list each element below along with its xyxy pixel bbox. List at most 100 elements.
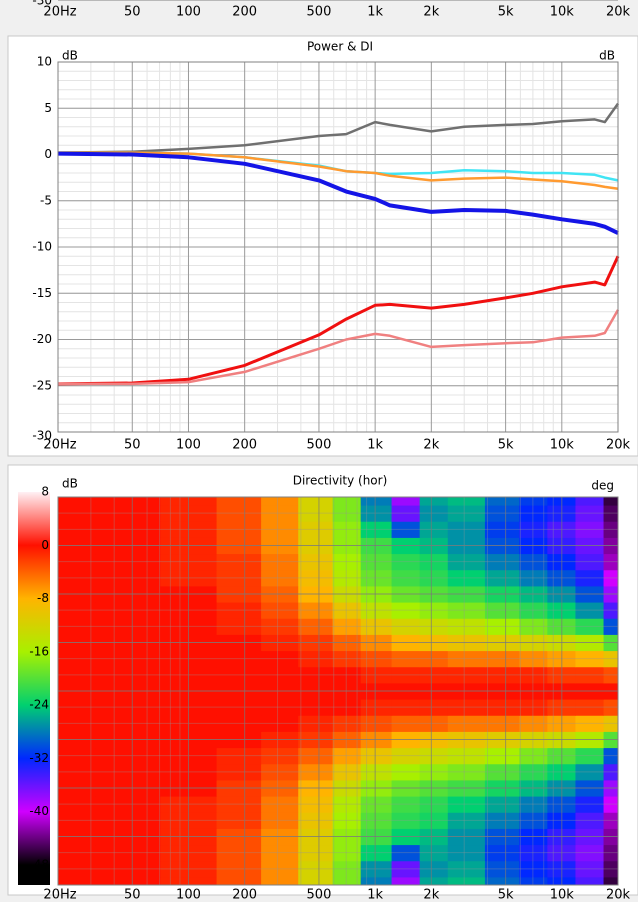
series-line (57, 151, 619, 235)
heat-cell (391, 505, 421, 522)
heat-cell (603, 763, 619, 781)
series-line (57, 255, 620, 386)
heat-cell (360, 699, 393, 716)
heat-cell (447, 876, 486, 886)
y-axis-label: dB (62, 49, 78, 63)
heat-cell (360, 650, 393, 668)
x-tick-label: 1k (367, 888, 383, 902)
heat-cell (216, 796, 262, 813)
heat-cell (391, 747, 421, 765)
heat-cell (603, 747, 619, 765)
heat-cell (58, 763, 96, 781)
heat-cell (575, 747, 605, 765)
heat-cell (603, 569, 619, 587)
heat-cell (298, 796, 334, 813)
heat-cell (603, 650, 619, 668)
heat-cell (360, 812, 393, 829)
heat-cell (419, 505, 449, 522)
heat-cell (519, 650, 548, 668)
heat-cell (261, 666, 299, 684)
heat-cell (603, 553, 619, 571)
heat-cell (484, 812, 520, 829)
heat-cell (58, 497, 96, 506)
heat-cell (603, 844, 619, 862)
heat-cell (519, 602, 548, 619)
heat-cell (58, 699, 96, 716)
heat-cell (603, 618, 619, 635)
heat-cell (391, 860, 421, 878)
heat-cell (360, 521, 393, 538)
heat-cell (447, 618, 486, 635)
x-tick-label: 100 (176, 5, 201, 20)
heat-cell (575, 844, 605, 862)
x-tick-label: 100 (176, 438, 201, 453)
heat-cell (58, 747, 96, 765)
heat-cell (519, 844, 548, 862)
heat-cell (519, 553, 548, 571)
x-tick-label: 200 (232, 5, 257, 20)
heat-cell (216, 876, 262, 886)
heat-cell (360, 844, 393, 862)
heat-cell (391, 715, 421, 732)
heat-cell (484, 715, 520, 732)
heat-cell (298, 618, 334, 635)
series-line (57, 102, 620, 154)
x-tick-label: 500 (307, 888, 332, 902)
heat-cell (298, 844, 334, 862)
heat-cell (360, 876, 393, 886)
heat-cell (575, 812, 605, 829)
y2-axis-label: dB (599, 49, 615, 63)
heat-cell (261, 497, 299, 506)
heat-cell (332, 844, 362, 862)
heat-cell (419, 618, 449, 635)
colorbar-tick-label: -40 (29, 804, 49, 818)
heat-cell (360, 505, 393, 522)
colorbar-tick-label: -48 (29, 858, 49, 872)
heat-cell (575, 876, 605, 886)
heat-cell (447, 521, 486, 538)
heat-cell (332, 505, 362, 522)
heat-cell (419, 497, 449, 506)
heat-cell (216, 747, 262, 765)
heat-cell (261, 650, 299, 668)
heat-cell (603, 876, 619, 886)
heat-cell (95, 876, 161, 886)
x-tick-label: 100 (176, 888, 201, 902)
heat-cell (332, 569, 362, 587)
heat-cell (332, 521, 362, 538)
plot-frame (57, 61, 619, 433)
y-tick-label: -10 (32, 240, 52, 254)
heat-cell (261, 505, 299, 522)
heat-cell (261, 521, 299, 538)
heat-cell (447, 796, 486, 813)
heat-cell (216, 569, 262, 587)
heat-cell (447, 715, 486, 732)
heat-cell (519, 569, 548, 587)
heat-cell (216, 860, 262, 878)
heat-cell (95, 699, 161, 716)
heat-cell (391, 521, 421, 538)
heat-cell (519, 699, 548, 716)
x-tick-label: 20Hz (43, 888, 76, 902)
x-tick-label: 2k (423, 5, 439, 20)
heat-cell (447, 844, 486, 862)
heat-cell (419, 666, 449, 684)
heat-cell (484, 763, 520, 781)
heat-cell (95, 763, 161, 781)
heat-cell (419, 860, 449, 878)
heat-cell (419, 812, 449, 829)
heat-cell (216, 666, 262, 684)
heat-cell (216, 715, 262, 732)
heat-cell (419, 876, 449, 886)
heat-cell (519, 618, 548, 635)
y-tick-label: 5 (44, 101, 52, 115)
heat-cell (391, 618, 421, 635)
colorbar-tick-label: -32 (29, 751, 49, 765)
heat-cell (447, 602, 486, 619)
z-axis-label: dB (62, 477, 78, 491)
heat-cell (575, 497, 605, 506)
x-tick-label: 20k (606, 888, 631, 902)
heat-cell (447, 699, 486, 716)
heat-cell (261, 715, 299, 732)
